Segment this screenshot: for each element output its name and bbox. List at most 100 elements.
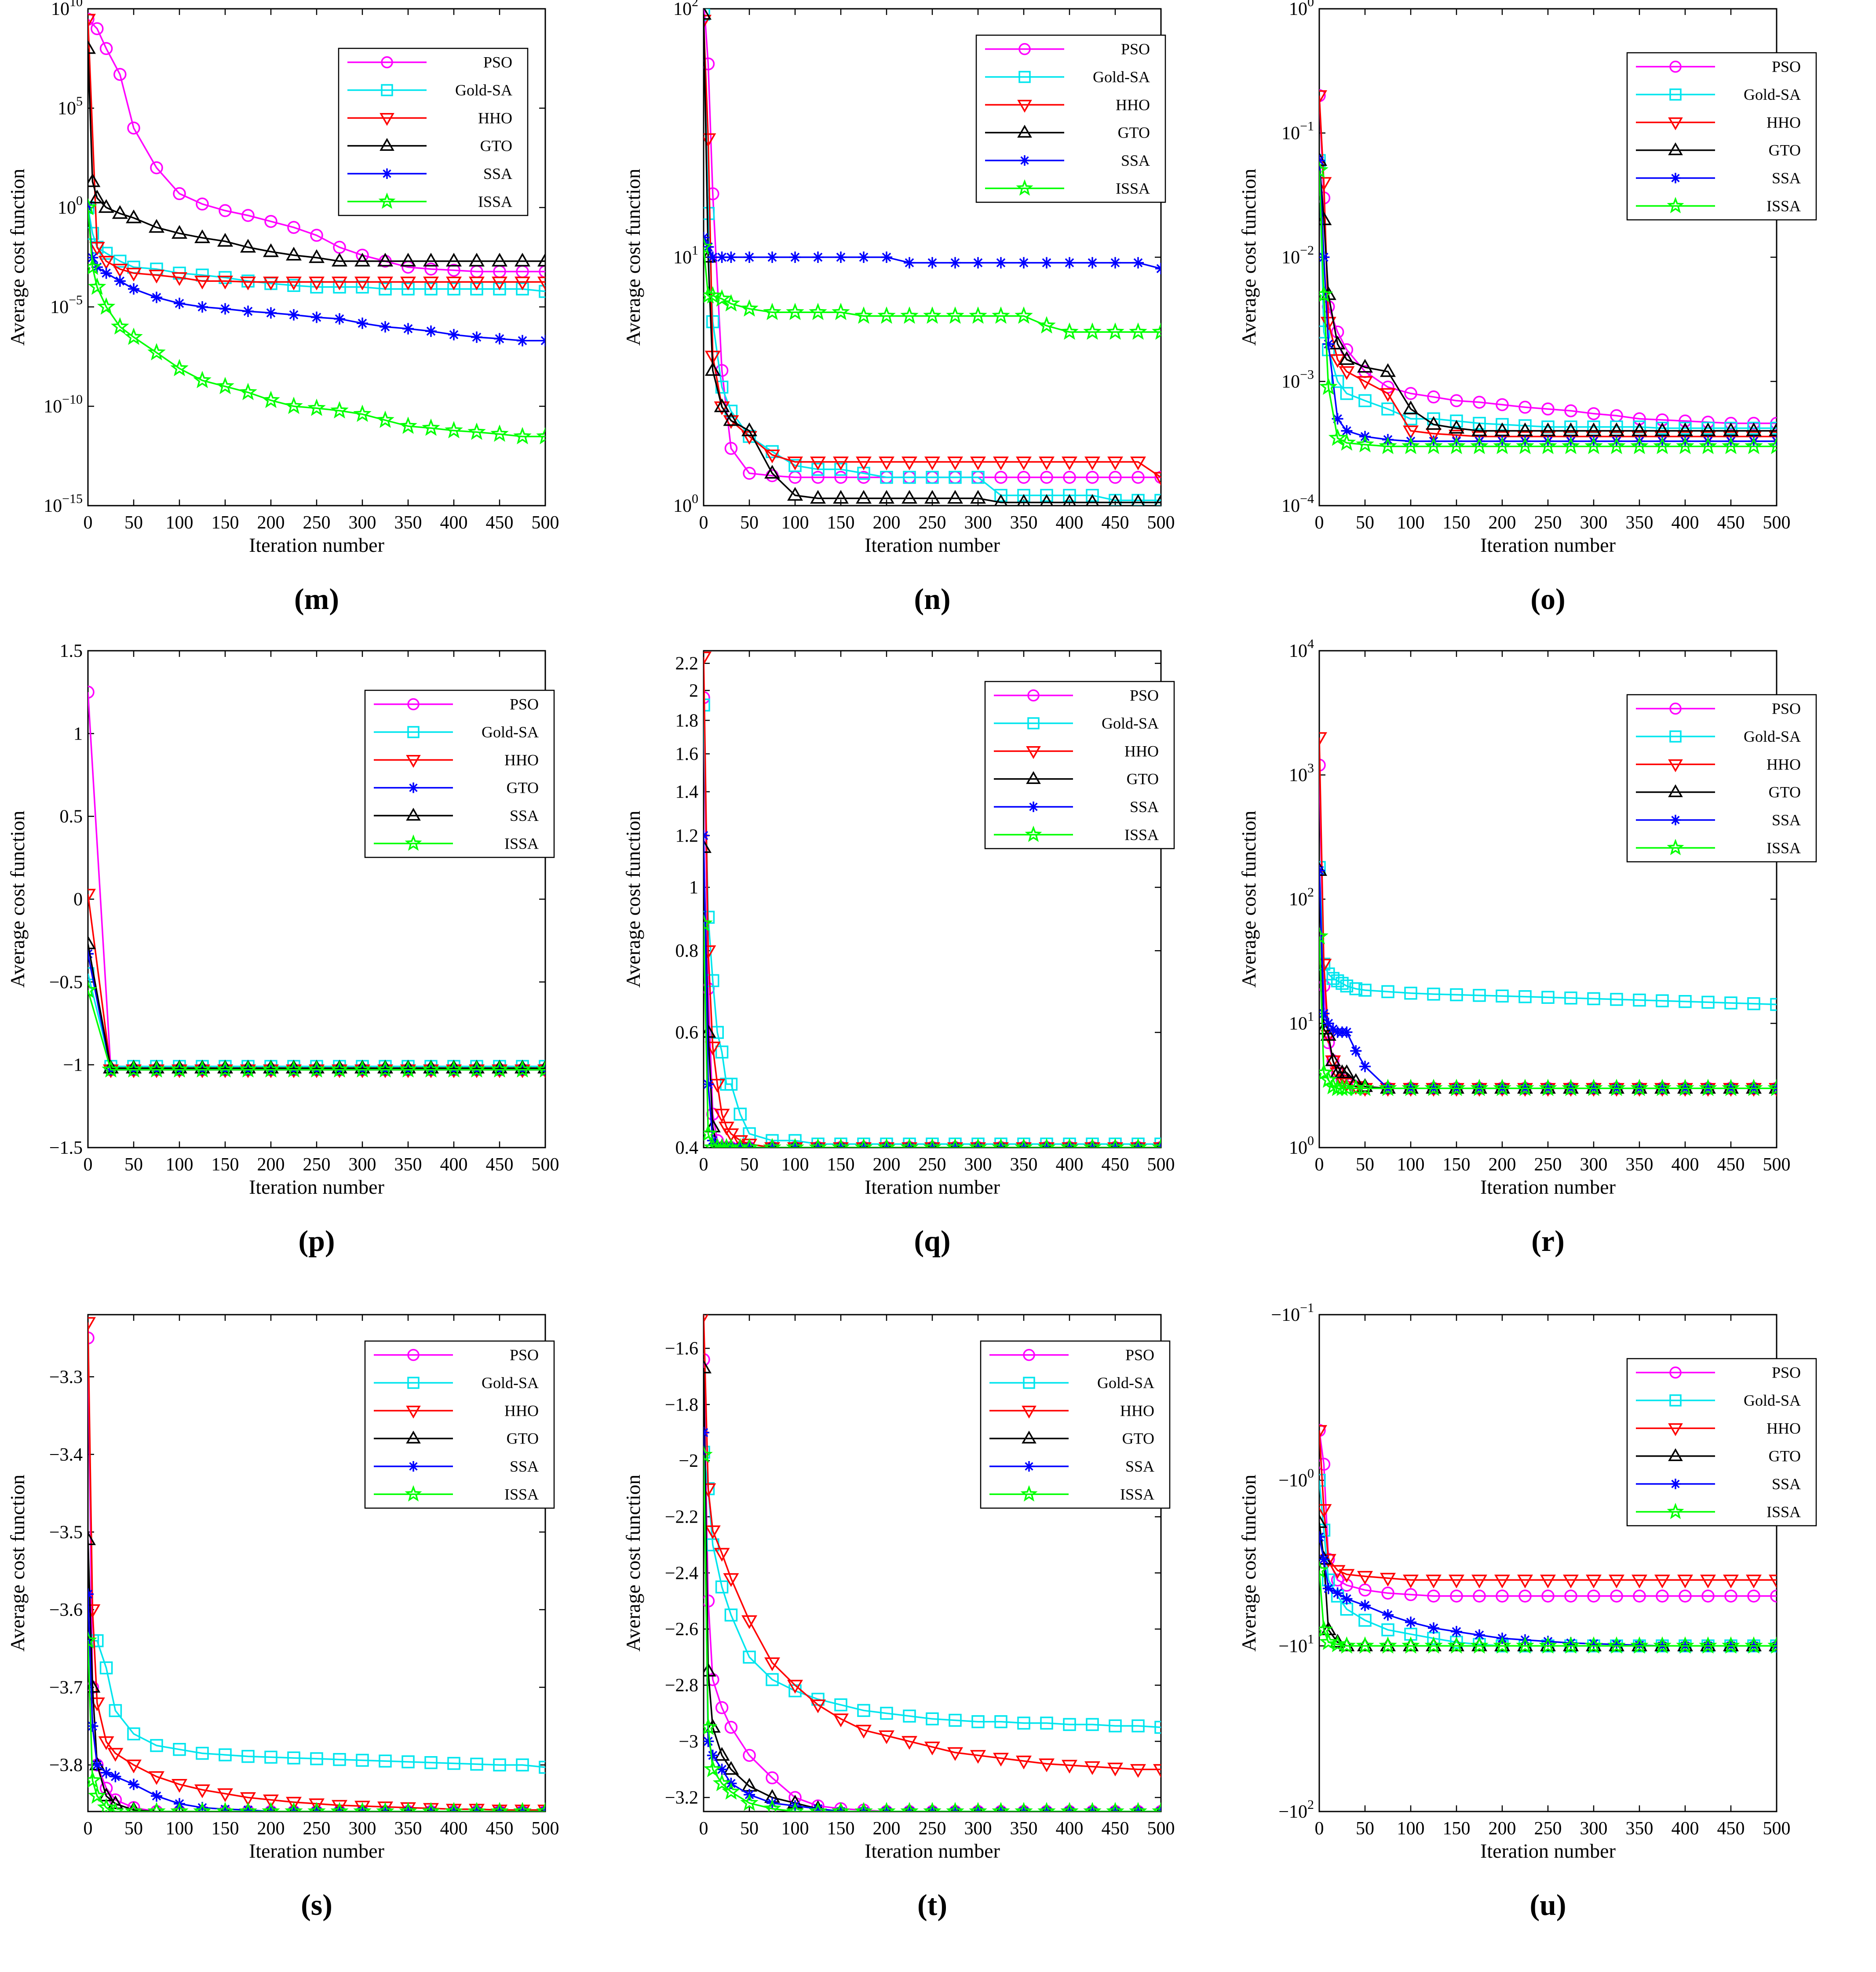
y-tick-label: 1.8 [675, 711, 699, 731]
marker-star [923, 306, 942, 324]
marker-triangle-up [1022, 1430, 1037, 1444]
marker-star [1516, 1636, 1534, 1654]
legend: PSO Gold-SA HHO GTO SSA ISSA [1626, 694, 1817, 863]
legend: PSO Gold-SA HHO GTO SSA ISSA [364, 1340, 555, 1509]
legend-label: HHO [504, 751, 539, 769]
marker-square [994, 488, 1007, 502]
marker-star [1037, 316, 1056, 334]
legend-label: ISSA [1767, 839, 1801, 857]
marker-circle [1040, 470, 1053, 484]
marker-star [1083, 322, 1102, 340]
marker-star [1402, 1079, 1420, 1096]
marker-triangle-up [1494, 1637, 1510, 1651]
marker-circle [1017, 470, 1030, 484]
marker-asterisk [1542, 1636, 1554, 1648]
marker-star [1447, 437, 1466, 454]
marker-triangle-up [704, 1024, 716, 1038]
marker-star [1745, 437, 1763, 454]
marker-triangle-down [1677, 1575, 1693, 1589]
marker-star [1379, 1636, 1397, 1654]
y-tick-label: 0 [73, 889, 83, 910]
marker-triangle-up [996, 1139, 1006, 1148]
x-tick-label: 500 [532, 1155, 559, 1175]
marker-star [923, 1138, 942, 1148]
marker-triangle-down [902, 1736, 917, 1750]
series-line-gto [88, 1539, 545, 1812]
marker-square [834, 463, 847, 476]
legend-label: ISSA [1767, 1503, 1801, 1520]
marker-asterisk [1359, 1600, 1371, 1611]
marker-triangle-up [1319, 1514, 1327, 1528]
marker-triangle-down [810, 456, 826, 470]
marker-square [109, 1704, 122, 1717]
marker-triangle-up [767, 1139, 777, 1148]
x-tick-label: 450 [1717, 1819, 1745, 1839]
x-tick-label: 350 [1010, 1819, 1038, 1839]
marker-square [949, 470, 962, 484]
legend-label: HHO [1124, 742, 1159, 760]
x-axis-label: Iteration number [1480, 534, 1616, 556]
marker-square [401, 282, 415, 295]
marker-triangle-down [764, 449, 780, 463]
marker-circle [1086, 470, 1099, 484]
marker-star [1676, 1636, 1694, 1654]
marker-square [1724, 996, 1737, 1010]
marker-square [1063, 488, 1076, 502]
marker-square [857, 1704, 870, 1717]
marker-asterisk [380, 321, 391, 333]
marker-triangle-up [1065, 1139, 1074, 1148]
marker-triangle-down [263, 277, 279, 291]
series-line-pso [704, 1360, 1161, 1812]
legend-label: HHO [478, 109, 512, 127]
marker-circle [1656, 413, 1669, 426]
marker-star [1152, 1802, 1161, 1812]
marker-triangle-down [1329, 354, 1346, 368]
x-axis-label: Iteration number [1480, 1176, 1616, 1198]
marker-asterisk [540, 335, 545, 346]
marker-triangle-up [1403, 1637, 1419, 1651]
marker-circle [407, 698, 420, 711]
marker-asterisk [100, 1767, 112, 1779]
marker-star [88, 981, 97, 998]
marker-star [1020, 1485, 1038, 1502]
marker-star [1667, 1502, 1684, 1519]
marker-asterisk [88, 1588, 94, 1600]
marker-triangle-down [286, 1797, 302, 1811]
marker-circle [1319, 758, 1326, 772]
marker-circle [1404, 387, 1417, 400]
marker-star [832, 303, 850, 321]
marker-triangle-up [446, 252, 462, 267]
marker-triangle-up [1319, 152, 1327, 166]
marker-triangle-down [1357, 1571, 1373, 1585]
marker-square [926, 1712, 939, 1726]
marker-star [147, 343, 166, 361]
y-tick-label: −1.8 [665, 1395, 698, 1415]
marker-asterisk [151, 292, 162, 303]
marker-triangle-down [879, 456, 894, 470]
marker-triangle-down [1380, 388, 1396, 402]
marker-circle [1340, 1578, 1354, 1592]
series-line-pso [88, 18, 545, 273]
marker-triangle-down [1471, 1575, 1487, 1589]
marker-star [262, 390, 280, 408]
x-tick-label: 250 [303, 513, 331, 533]
x-tick-label: 350 [1626, 1819, 1653, 1839]
y-tick-label: 10−3 [1281, 368, 1314, 392]
y-axis-label: Average cost function [622, 169, 644, 346]
marker-triangle-down [714, 401, 730, 416]
marker-square [743, 1651, 756, 1664]
chart-panel-n: 0 50 100 150 200 250 300 350 400 450 500 100 101 102 I… [622, 0, 1175, 616]
marker-star [422, 1060, 440, 1078]
marker-asterisk [1019, 155, 1030, 166]
marker-triangle-up [859, 1139, 869, 1148]
marker-triangle-up [380, 138, 394, 151]
marker-star [422, 1802, 440, 1812]
marker-triangle-up [704, 1360, 712, 1374]
legend-label: PSO [510, 696, 539, 713]
marker-star [1584, 1079, 1603, 1096]
marker-star [97, 1798, 116, 1812]
marker-triangle-down [1039, 1758, 1055, 1772]
marker-star [285, 397, 303, 414]
y-tick-label: 10−5 [50, 293, 83, 317]
marker-asterisk [949, 257, 961, 269]
